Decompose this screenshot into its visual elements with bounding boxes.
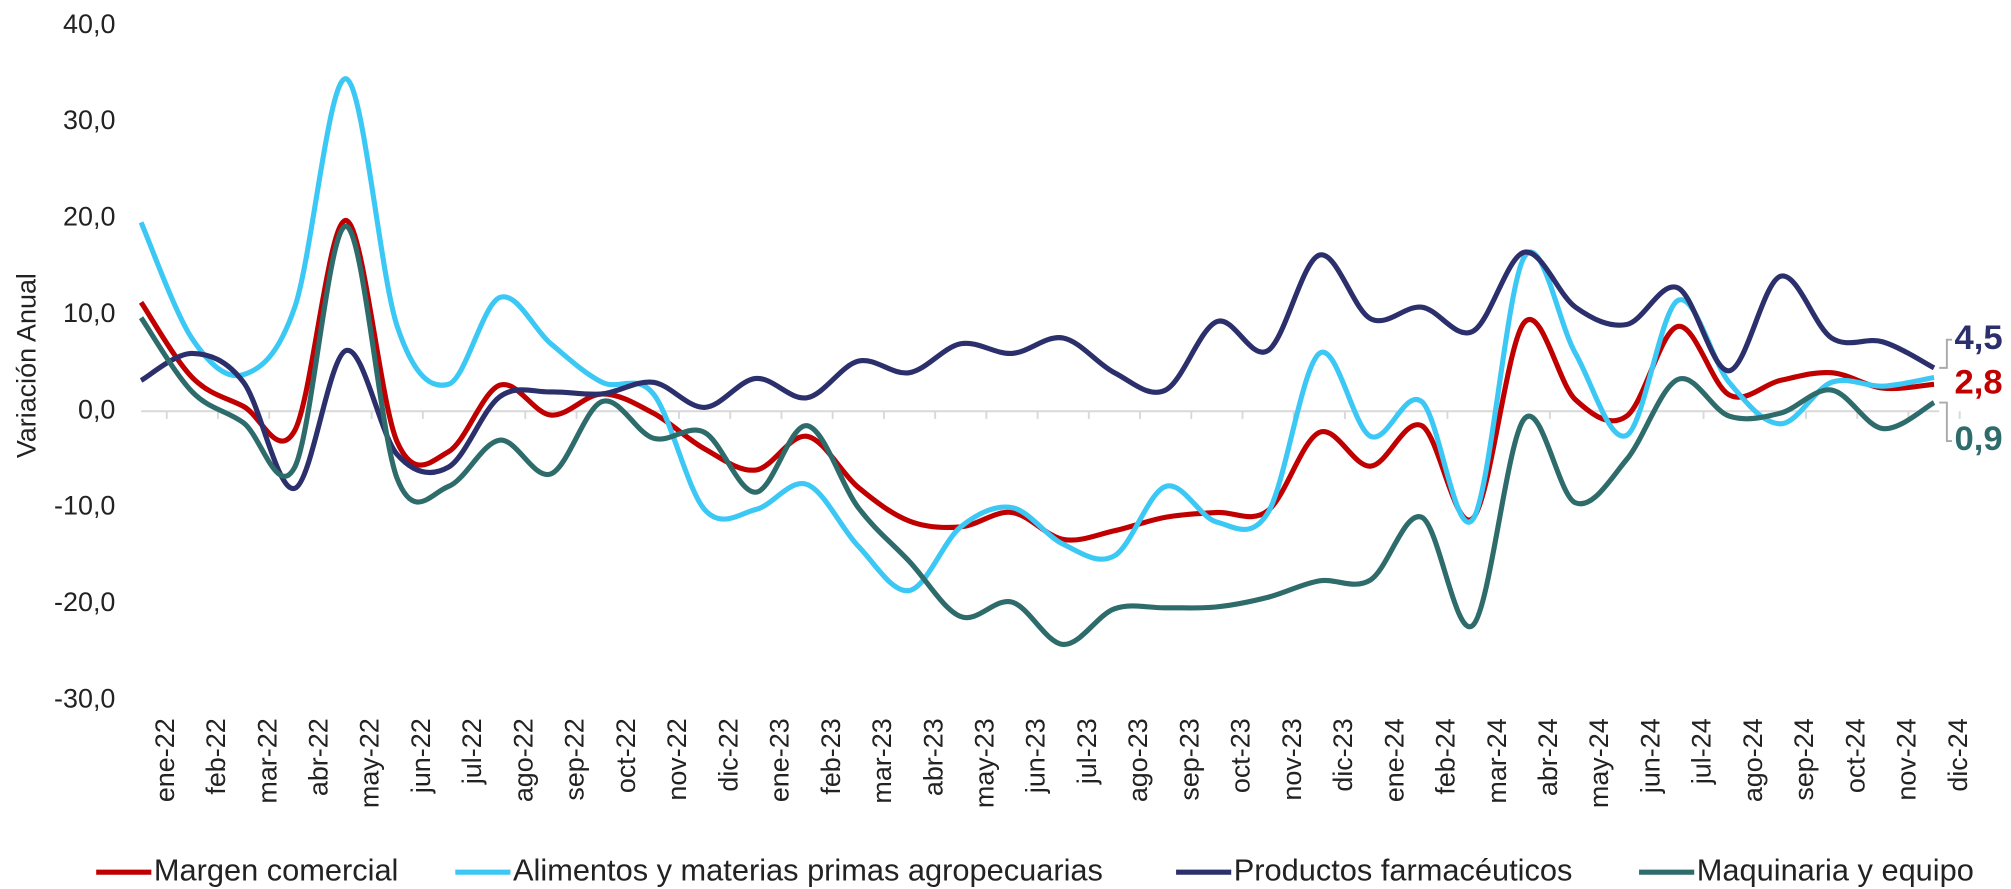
series-line	[138, 217, 1935, 543]
x-tick-label: feb-22	[201, 718, 231, 794]
x-tick-label: feb-23	[816, 718, 846, 794]
x-tick-label: jun-23	[1021, 718, 1051, 794]
x-tick-label: ago-22	[508, 718, 538, 802]
x-tick-label: sep-23	[1174, 718, 1204, 800]
series-line	[139, 249, 1936, 491]
x-tick-label: dic-24	[1943, 718, 1973, 791]
x-tick-label: oct-23	[1226, 718, 1256, 793]
x-tick-label: sep-22	[560, 718, 590, 800]
x-tick-label: mar-24	[1482, 718, 1512, 803]
y-tick-label: -20,0	[54, 587, 115, 617]
leader-line	[1939, 401, 1953, 443]
legend-label: Margen comercial	[154, 852, 399, 887]
x-tick-label: dic-22	[713, 718, 743, 791]
leader-line	[1939, 338, 1953, 369]
x-tick-label: may-24	[1584, 718, 1614, 808]
end-label: 4,5	[1955, 319, 2003, 357]
y-tick-label: 20,0	[63, 202, 115, 232]
x-tick-label: jul-24	[1687, 718, 1717, 785]
x-tick-label: oct-24	[1840, 718, 1870, 793]
y-tick-label: -10,0	[54, 491, 115, 521]
x-tick-label: ene-22	[150, 718, 180, 802]
y-tick-label: 10,0	[63, 298, 115, 328]
legend-label: Alimentos y materias primas agropecuaria…	[513, 852, 1103, 887]
x-tick-label: abr-22	[304, 718, 334, 796]
x-tick-label: ago-24	[1738, 718, 1768, 802]
x-tick-label: nov-23	[1277, 718, 1307, 800]
y-tick-label: 30,0	[63, 105, 115, 135]
x-tick-label: mar-23	[867, 718, 897, 803]
x-tick-label: may-22	[355, 718, 385, 808]
legend-label: Productos farmacéuticos	[1234, 852, 1573, 887]
x-tick-label: may-23	[969, 718, 999, 808]
end-label: 0,9	[1955, 420, 2003, 458]
x-tick-label: abr-23	[918, 718, 948, 796]
end-label: 2,8	[1955, 363, 2003, 401]
series-line	[138, 76, 1935, 594]
x-tick-label: ene-23	[765, 718, 795, 802]
x-tick-label: feb-24	[1431, 718, 1461, 794]
series-line	[138, 223, 1936, 648]
x-tick-label: abr-24	[1533, 718, 1563, 796]
y-axis-label: Variación Anual	[11, 273, 41, 458]
x-tick-label: dic-23	[1328, 718, 1358, 791]
y-tick-label: -30,0	[54, 683, 115, 713]
x-tick-label: ago-23	[1123, 718, 1153, 802]
x-tick-label: jul-23	[1072, 718, 1102, 785]
y-tick-label: 0,0	[78, 394, 115, 424]
x-tick-label: jul-22	[457, 718, 487, 785]
x-tick-label: oct-22	[611, 718, 641, 793]
legend-label: Maquinaria y equipo	[1697, 852, 1974, 887]
x-tick-label: jun-24	[1635, 718, 1665, 794]
x-tick-label: sep-24	[1789, 718, 1819, 800]
y-tick-label: 40,0	[63, 9, 115, 39]
x-tick-label: mar-22	[252, 718, 282, 803]
x-tick-label: nov-24	[1892, 718, 1922, 800]
x-tick-label: jun-22	[406, 718, 436, 794]
x-tick-label: nov-22	[662, 718, 692, 800]
x-tick-label: ene-24	[1379, 718, 1409, 802]
